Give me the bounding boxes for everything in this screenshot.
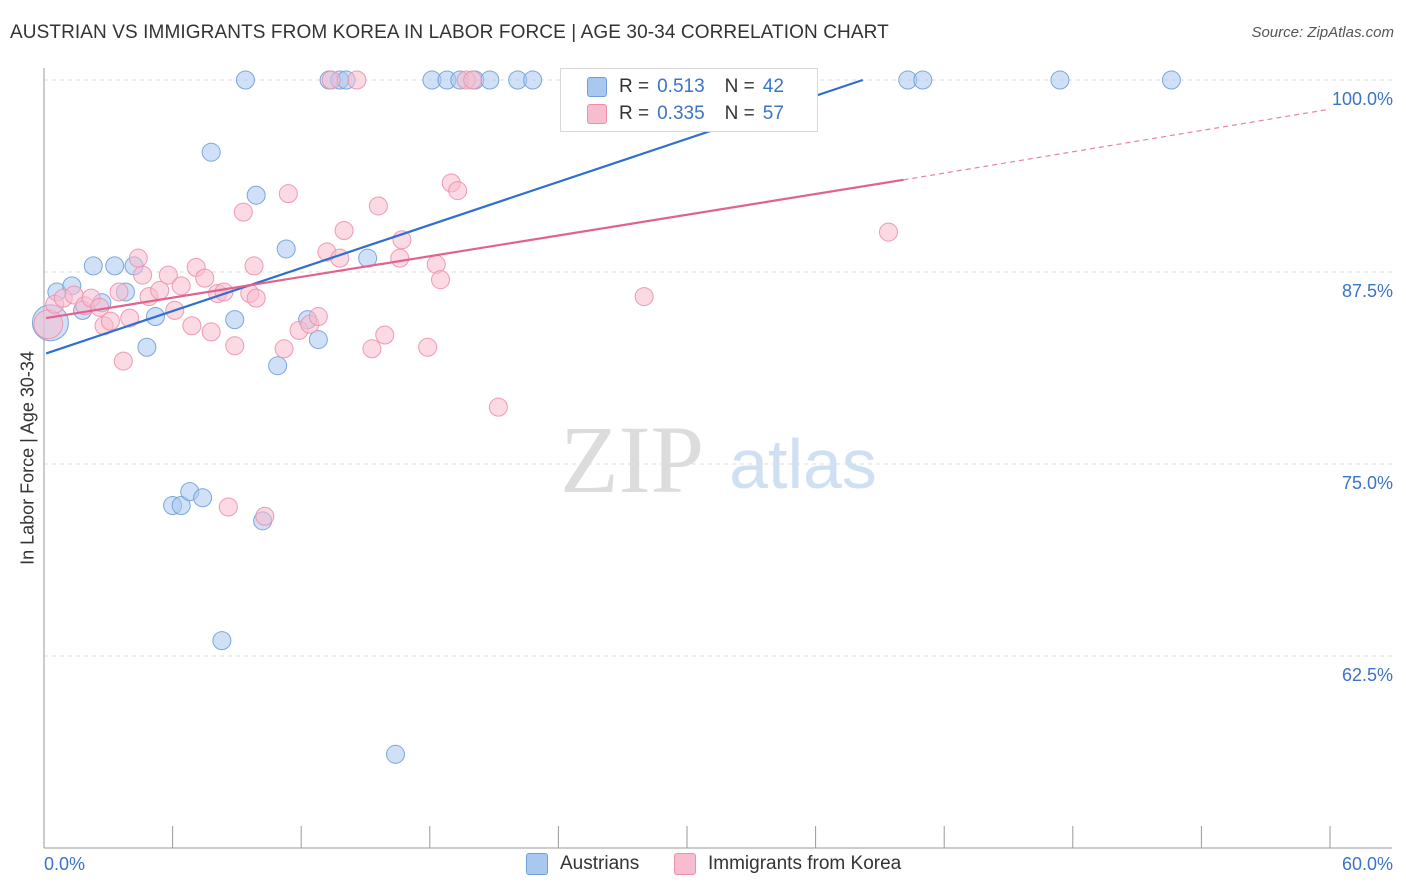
legend-swatch-blue	[587, 77, 607, 97]
data-point	[278, 184, 298, 204]
data-point	[276, 239, 296, 259]
data-point	[195, 268, 215, 288]
correlation-legend: R = 0.513 N = 42 R = 0.335 N = 57	[560, 68, 818, 132]
legend-r-label: R =	[619, 76, 650, 97]
data-point	[193, 488, 213, 508]
data-point	[480, 70, 500, 90]
data-point	[225, 336, 245, 356]
tick-labels: 100.0% 87.5% 75.0% 62.5% 0.0% 60.0%	[44, 89, 1393, 874]
legend-label-korea: Immigrants from Korea	[708, 853, 902, 874]
data-point	[171, 495, 191, 515]
data-point	[1161, 70, 1181, 90]
data-point	[244, 256, 264, 276]
data-point	[233, 202, 253, 222]
legend-swatch-pink	[587, 104, 607, 124]
gridlines	[44, 79, 1392, 657]
x-tick-label: 60.0%	[1342, 854, 1393, 874]
data-point	[1050, 70, 1070, 90]
legend-label-austrians: Austrians	[560, 853, 640, 874]
data-point	[212, 631, 232, 651]
legend-row-korea: R = 0.335 N = 57	[587, 102, 784, 126]
data-point	[308, 307, 328, 327]
data-point	[201, 142, 221, 162]
data-point	[878, 222, 898, 242]
legend-r-label: R =	[619, 103, 650, 124]
data-point	[100, 311, 120, 331]
legend-r-value: 0.513	[657, 76, 705, 97]
x-tick-label: 0.0%	[44, 854, 85, 874]
axes	[43, 68, 1392, 849]
y-tick-label: 100.0%	[1332, 89, 1393, 109]
data-point	[235, 70, 255, 90]
data-point	[308, 330, 328, 350]
legend-n-value: 42	[762, 76, 784, 97]
data-point	[218, 497, 238, 517]
y-tick-label: 75.0%	[1342, 473, 1393, 493]
data-point	[523, 70, 543, 90]
legend-swatch-pink	[674, 853, 696, 875]
data-point	[137, 337, 157, 357]
data-point	[133, 265, 153, 285]
data-point	[120, 308, 140, 328]
data-point	[246, 185, 266, 205]
series-legend: Austrians Immigrants from Korea	[0, 851, 1406, 877]
legend-n-label: N =	[724, 76, 755, 97]
data-point	[158, 265, 178, 285]
legend-r-value: 0.335	[657, 103, 705, 124]
data-point	[431, 270, 451, 290]
legend-swatch-blue	[526, 853, 548, 875]
data-point	[913, 70, 933, 90]
data-point	[488, 397, 508, 417]
data-point	[128, 248, 148, 268]
data-point	[113, 351, 133, 371]
data-point	[246, 288, 266, 308]
y-axis-label: In Labor Force | Age 30-34	[17, 351, 38, 565]
data-point	[268, 356, 288, 376]
trend-line-pink	[45, 178, 904, 320]
legend-item-korea[interactable]: Immigrants from Korea	[674, 851, 901, 877]
data-point	[201, 322, 221, 342]
source-credit: Source: ZipAtlas.com	[1251, 24, 1394, 41]
data-point	[375, 325, 395, 345]
trend-line-extension	[903, 108, 1331, 181]
legend-item-austrians[interactable]: Austrians	[526, 851, 639, 877]
data-point	[255, 506, 275, 526]
data-point	[109, 282, 129, 302]
chart-title: AUSTRIAN VS IMMIGRANTS FROM KOREA IN LAB…	[10, 22, 889, 43]
y-tick-label: 87.5%	[1342, 281, 1393, 301]
data-point	[347, 70, 367, 90]
data-point	[634, 287, 654, 307]
data-point	[274, 339, 294, 359]
data-point	[182, 316, 202, 336]
data-point	[362, 339, 382, 359]
data-point	[368, 196, 388, 216]
watermark-atlas: atlas	[729, 425, 877, 503]
data-point	[390, 248, 410, 268]
data-point	[321, 70, 341, 90]
legend-n-label: N =	[724, 103, 755, 124]
data-point	[105, 256, 125, 276]
data-point	[83, 256, 103, 276]
data-point	[171, 276, 191, 296]
y-tick-label: 62.5%	[1342, 665, 1393, 685]
data-point	[386, 744, 406, 764]
legend-n-value: 57	[762, 103, 784, 124]
data-point	[448, 181, 468, 201]
data-point	[418, 337, 438, 357]
legend-row-austrians: R = 0.513 N = 42	[587, 75, 784, 99]
watermark-zip: ZIP	[560, 406, 704, 513]
data-point	[225, 310, 245, 330]
data-point	[33, 309, 64, 340]
data-point	[463, 70, 483, 90]
data-point	[334, 221, 354, 241]
